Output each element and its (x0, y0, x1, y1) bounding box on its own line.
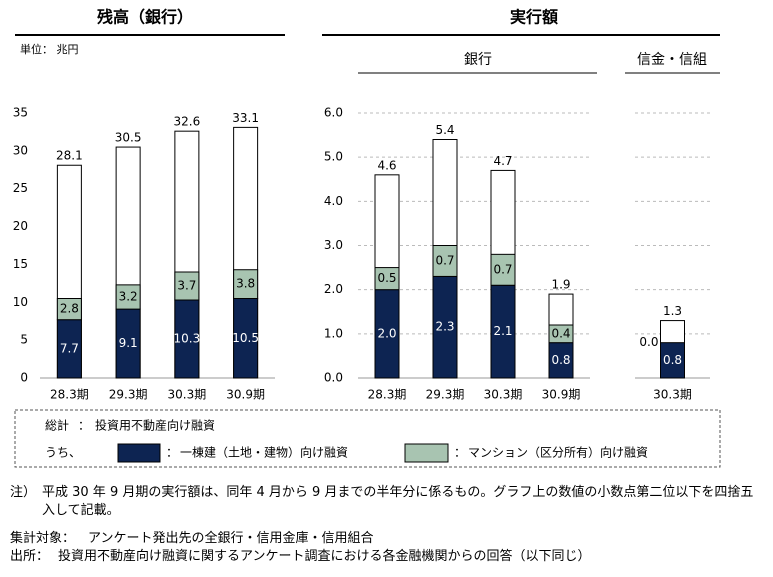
value-label: 0.8 (663, 353, 682, 367)
y-tick-label: 10 (13, 295, 28, 309)
chart: 残高（銀行） 単位： 兆円 実行額 銀行 信金・信組 総計 ： 投資用不動産向け… (13, 8, 721, 468)
bar-segment (115, 308, 141, 379)
value-label: 9.1 (119, 336, 138, 350)
bar-segment (660, 342, 685, 379)
legend-box (14, 409, 721, 468)
y-tick-label: 0.0 (324, 371, 343, 385)
bar-segment (548, 324, 574, 344)
bar-segment (56, 298, 82, 321)
y-tick-label: 6.0 (324, 106, 343, 120)
legend-separator: ： (166, 446, 178, 460)
x-tick-label: 30.3期 (484, 388, 523, 402)
legend-swatch (117, 443, 161, 463)
chart-title: 銀行 (464, 52, 492, 68)
value-label: 0.0 (639, 335, 658, 349)
value-label: 3.2 (119, 289, 138, 303)
y-tick-label: 5.0 (324, 150, 343, 164)
legend-label: うち、 (45, 446, 81, 460)
chart-title: 信金・信組 (637, 52, 707, 68)
value-label: 0.7 (493, 262, 512, 276)
chart-title: 残高（銀行） (97, 8, 193, 27)
y-tick-label: 30 (13, 143, 28, 157)
y-tick-label: 4.0 (324, 194, 343, 208)
bar-segment (233, 269, 259, 300)
value-label: 2.3 (435, 320, 454, 334)
bar-segment (374, 267, 400, 291)
bar-segment (490, 284, 516, 379)
y-tick-label: 15 (13, 257, 28, 271)
value-label: 1.9 (551, 278, 570, 292)
bar-segment (432, 245, 458, 277)
x-tick-label: 29.3期 (109, 388, 148, 402)
scope-label: 集計対象： (10, 531, 76, 546)
bar-segment (115, 284, 141, 310)
value-label: 4.7 (493, 154, 512, 168)
value-label: 30.5 (115, 131, 142, 145)
value-label: 10.3 (174, 332, 201, 346)
source-label: 出所： (10, 549, 50, 564)
value-label: 2.1 (493, 324, 512, 338)
legend-label: 投資用不動産向け融資 (95, 418, 215, 433)
value-label: 5.4 (435, 123, 454, 137)
value-label: 7.7 (60, 341, 79, 355)
value-label: 32.6 (174, 115, 201, 129)
y-tick-label: 2.0 (324, 282, 343, 296)
legend-label: マンション（区分所有）向け融資 (468, 445, 648, 460)
note: 平成 30 年 9 月期の実行額は、同年 4 月から 9 月までの半年分に係るも… (42, 485, 754, 518)
value-label: 0.8 (551, 353, 570, 367)
x-tick-label: 28.3期 (50, 388, 89, 402)
y-tick-label: 1.0 (324, 326, 343, 340)
x-tick-label: 29.3期 (426, 388, 465, 402)
x-tick-label: 30.3期 (168, 388, 207, 402)
y-tick-label: 25 (13, 181, 28, 195)
value-label: 4.6 (377, 158, 396, 172)
y-tick-label: 0 (20, 371, 28, 385)
source: 投資用不動産向け融資に関するアンケート調査における各金融機関からの回答（以下同じ… (58, 549, 591, 564)
x-tick-label: 28.3期 (368, 388, 407, 402)
value-label: 28.1 (56, 149, 83, 163)
value-label: 0.5 (377, 271, 396, 285)
legend-swatch (404, 443, 449, 463)
group-title: 実行額 (510, 8, 558, 27)
value-label: 3.7 (177, 279, 196, 293)
note-label: 注） (10, 485, 37, 500)
bar-segment (233, 298, 259, 379)
unit-label: 単位： 兆円 (20, 42, 79, 56)
value-label: 10.5 (232, 331, 259, 345)
legend-label: 総計 (45, 418, 69, 433)
y-tick-label: 35 (13, 106, 28, 120)
value-label: 1.3 (663, 304, 682, 318)
legend-separator: ： (454, 446, 466, 460)
bar-segment (548, 342, 574, 379)
x-tick-label: 30.3期 (653, 388, 692, 402)
x-tick-label: 30.9期 (226, 388, 265, 402)
legend-separator: ： (78, 419, 90, 433)
bar-segment (174, 271, 200, 301)
value-label: 2.0 (377, 326, 396, 340)
y-tick-label: 3.0 (324, 238, 343, 252)
scope: アンケート発出先の全銀行・信用金庫・信用組合 (88, 531, 374, 546)
value-label: 2.8 (60, 302, 79, 316)
legend-label: 一棟建（土地・建物）向け融資 (180, 445, 348, 460)
value-label: 0.7 (435, 253, 454, 267)
bar-segment (174, 299, 200, 379)
value-label: 33.1 (232, 111, 259, 125)
bar-segment (490, 253, 516, 286)
y-tick-label: 5 (20, 333, 28, 347)
x-tick-label: 30.9期 (542, 388, 581, 402)
y-tick-label: 20 (13, 219, 28, 233)
value-label: 3.8 (236, 277, 255, 291)
value-label: 0.4 (551, 326, 570, 340)
